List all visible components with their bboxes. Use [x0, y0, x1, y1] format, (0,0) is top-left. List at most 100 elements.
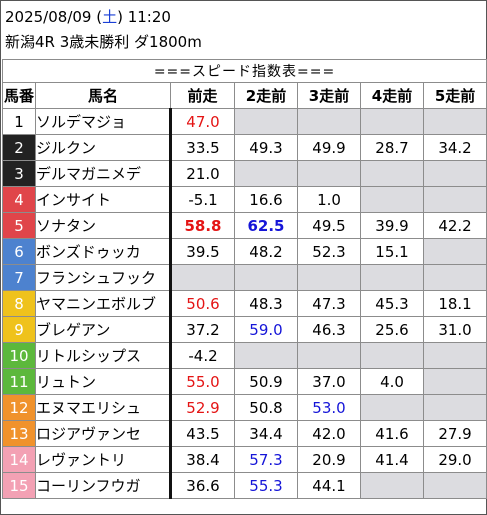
speed-index-value: [422, 186, 487, 213]
horse-name: ジルクン: [35, 134, 172, 161]
speed-index-value: 28.7: [360, 134, 424, 161]
speed-index-value: 33.5: [170, 134, 235, 161]
speed-index-value: 27.9: [422, 420, 487, 447]
speed-index-value: [422, 108, 487, 135]
table-row: 2 ジルクン 33.5 49.3 49.9 28.7 34.2: [2, 134, 487, 161]
speed-index-value: 44.1: [297, 472, 361, 499]
col-header-last-race: 前走: [170, 82, 235, 109]
speed-index-value: 41.4: [360, 446, 424, 473]
speed-index-value: [360, 342, 424, 369]
speed-index-value: 59.0: [234, 316, 298, 343]
speed-index-value: 21.0: [170, 160, 235, 187]
speed-index-value: 57.3: [234, 446, 298, 473]
speed-index-value: 4.0: [360, 368, 424, 395]
table-row: 11 リュトン 55.0 50.9 37.0 4.0: [2, 368, 487, 395]
column-header-row: 馬番 馬名 前走 2走前 3走前 4走前 5走前: [2, 82, 487, 109]
horse-name: ボンズドゥッカ: [35, 238, 172, 265]
speed-index-value: 47.3: [297, 290, 361, 317]
time-text: ) 11:20: [117, 8, 171, 26]
speed-index-value: 50.8: [234, 394, 298, 421]
table-row: 9 ブレゲアン 37.2 59.0 46.3 25.6 31.0: [2, 316, 487, 343]
speed-index-value: 58.8: [170, 212, 235, 239]
horse-number: 15: [2, 472, 36, 499]
table-row: 6 ボンズドゥッカ 39.5 48.2 52.3 15.1: [2, 238, 487, 265]
table-row: 12 エヌマエリシュ 52.9 50.8 53.0: [2, 394, 487, 421]
speed-index-value: 52.3: [297, 238, 361, 265]
horse-number: 13: [2, 420, 36, 447]
col-header-number: 馬番: [2, 82, 36, 109]
speed-index-value: 55.3: [234, 472, 298, 499]
speed-index-value: 15.1: [360, 238, 424, 265]
speed-index-value: [297, 264, 361, 291]
speed-index-value: 1.0: [297, 186, 361, 213]
speed-index-value: 62.5: [234, 212, 298, 239]
speed-index-value: [297, 342, 361, 369]
horse-number: 12: [2, 394, 36, 421]
horse-name: ロジアヴァンセ: [35, 420, 172, 447]
speed-index-table: ===スピード指数表=== 馬番 馬名 前走 2走前 3走前 4走前 5走前 1 ソルデマジョ…: [1, 59, 487, 499]
speed-index-value: 53.0: [297, 394, 361, 421]
speed-index-value: -5.1: [170, 186, 235, 213]
speed-index-value: 52.9: [170, 394, 235, 421]
table-row: 7 フランシュフック: [2, 264, 487, 291]
horse-name: デルマガニメデ: [35, 160, 172, 187]
horse-number: 8: [2, 290, 36, 317]
speed-index-value: 42.0: [297, 420, 361, 447]
table-row: 13 ロジアヴァンセ 43.5 34.4 42.0 41.6 27.9: [2, 420, 487, 447]
race-datetime: 2025/08/09 (土) 11:20: [5, 7, 171, 27]
speed-index-value: 20.9: [297, 446, 361, 473]
col-header-4-races-ago: 4走前: [360, 82, 424, 109]
weekday-text: 土: [102, 8, 118, 26]
speed-index-value: 31.0: [422, 316, 487, 343]
horse-name: エヌマエリシュ: [35, 394, 172, 421]
speed-index-value: 16.6: [234, 186, 298, 213]
table-row: 14 レヴァントリ 38.4 57.3 20.9 41.4 29.0: [2, 446, 487, 473]
speed-index-value: [422, 472, 487, 499]
horse-name: レヴァントリ: [35, 446, 172, 473]
speed-index-value: 55.0: [170, 368, 235, 395]
horse-name: ブレゲアン: [35, 316, 172, 343]
horse-name: リュトン: [35, 368, 172, 395]
col-header-horse-name: 馬名: [35, 82, 171, 109]
race-info: 新潟4R 3歳未勝利 ダ1800m: [5, 33, 202, 51]
speed-index-value: [422, 368, 487, 395]
speed-index-value: 18.1: [422, 290, 487, 317]
horse-number: 4: [2, 186, 36, 213]
horse-name: ヤマニンエボルブ: [35, 290, 172, 317]
horse-number: 2: [2, 134, 36, 161]
table-row: 4 インサイト -5.1 16.6 1.0: [2, 186, 487, 213]
horse-number: 3: [2, 160, 36, 187]
speed-index-value: 25.6: [360, 316, 424, 343]
col-header-3-races-ago: 3走前: [297, 82, 361, 109]
horse-number: 14: [2, 446, 36, 473]
speed-index-value: [234, 108, 298, 135]
horse-number: 5: [2, 212, 36, 239]
speed-index-value: 49.5: [297, 212, 361, 239]
speed-index-value: 42.2: [422, 212, 487, 239]
table-row: 3 デルマガニメデ 21.0: [2, 160, 487, 187]
horse-number: 11: [2, 368, 36, 395]
speed-index-value: 39.9: [360, 212, 424, 239]
horse-name: ソルデマジョ: [35, 108, 172, 135]
speed-index-value: [360, 160, 424, 187]
horse-name: フランシュフック: [35, 264, 172, 291]
speed-index-value: 49.3: [234, 134, 298, 161]
horse-name: リトルシップス: [35, 342, 172, 369]
col-header-5-races-ago: 5走前: [422, 82, 487, 109]
table-row: 5 ソナタン 58.8 62.5 49.5 39.9 42.2: [2, 212, 487, 239]
speed-index-value: 43.5: [170, 420, 235, 447]
speed-index-value: 39.5: [170, 238, 235, 265]
horse-name: コーリンフウガ: [35, 472, 172, 499]
table-title-row: ===スピード指数表===: [1, 59, 487, 83]
speed-index-value: [360, 108, 424, 135]
speed-index-value: 48.2: [234, 238, 298, 265]
speed-index-value: [360, 394, 424, 421]
speed-index-value: [170, 264, 235, 291]
speed-index-value: [234, 264, 298, 291]
speed-index-value: [297, 160, 361, 187]
speed-index-value: 48.3: [234, 290, 298, 317]
table-row: 1 ソルデマジョ 47.0: [2, 108, 487, 135]
speed-index-value: 29.0: [422, 446, 487, 473]
horse-number: 9: [2, 316, 36, 343]
